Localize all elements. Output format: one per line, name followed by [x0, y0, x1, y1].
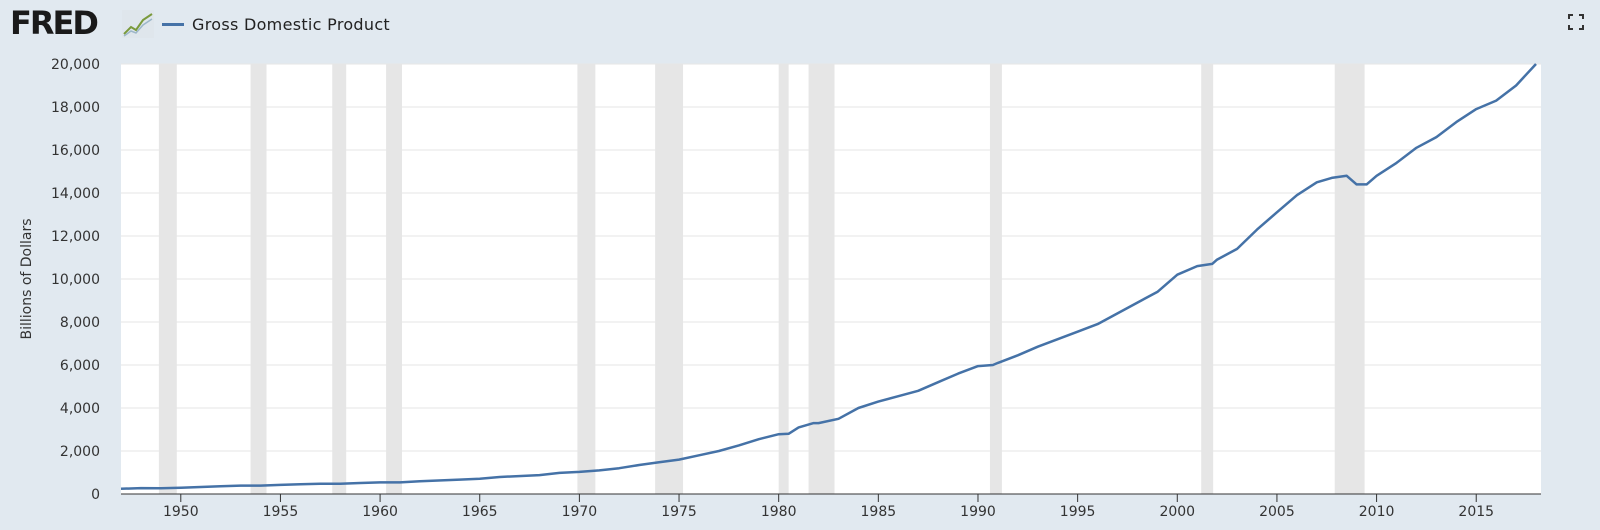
x-tick-label: 1975	[661, 504, 697, 520]
y-tick-label: 6,000	[60, 358, 100, 374]
y-tick-label: 14,000	[51, 186, 100, 202]
y-tick-label: 4,000	[60, 401, 100, 417]
grid-lines	[121, 63, 1541, 452]
y-axis-title: Billions of Dollars	[19, 218, 35, 339]
legend-swatch	[162, 22, 184, 26]
legend-label: Gross Domestic Product	[192, 14, 390, 34]
y-tick-label: 16,000	[51, 143, 100, 159]
fred-logo[interactable]: FRED	[10, 4, 99, 42]
y-tick-label: 20,000	[51, 57, 100, 73]
x-tick-label: 1960	[362, 504, 398, 520]
x-tick-label: 2000	[1159, 504, 1195, 520]
y-tick-label: 0	[91, 487, 100, 503]
legend[interactable]: Gross Domestic Product	[162, 12, 390, 36]
y-tick-label: 12,000	[51, 229, 100, 245]
x-tick-label: 2015	[1458, 504, 1494, 520]
axes: 0 2,000 4,000 6,000 8,000 10,000 12,000 14,000 1…	[51, 57, 1541, 520]
x-tick-label: 2010	[1359, 504, 1395, 520]
series-layer	[120, 63, 1537, 491]
y-tick-label: 2,000	[60, 444, 100, 460]
x-tick-label: 1995	[1060, 504, 1096, 520]
fullscreen-icon[interactable]	[1568, 14, 1584, 30]
x-tick-label: 1950	[163, 504, 199, 520]
x-tick-label: 1980	[761, 504, 797, 520]
x-tick-label: 1985	[861, 504, 897, 520]
y-tick-label: 18,000	[51, 100, 100, 116]
y-tick-label: 8,000	[60, 315, 100, 331]
x-tick-label: 2005	[1259, 504, 1295, 520]
x-tick-label: 1990	[960, 504, 996, 520]
chart-header: FRED Gross Domestic Product	[0, 0, 1600, 50]
x-tick-label: 1970	[562, 504, 598, 520]
line-chart-icon	[122, 10, 154, 38]
x-tick-label: 1965	[462, 504, 498, 520]
y-tick-label: 10,000	[51, 272, 100, 288]
x-tick-label: 1955	[263, 504, 299, 520]
series-line-gdp	[120, 63, 1537, 491]
